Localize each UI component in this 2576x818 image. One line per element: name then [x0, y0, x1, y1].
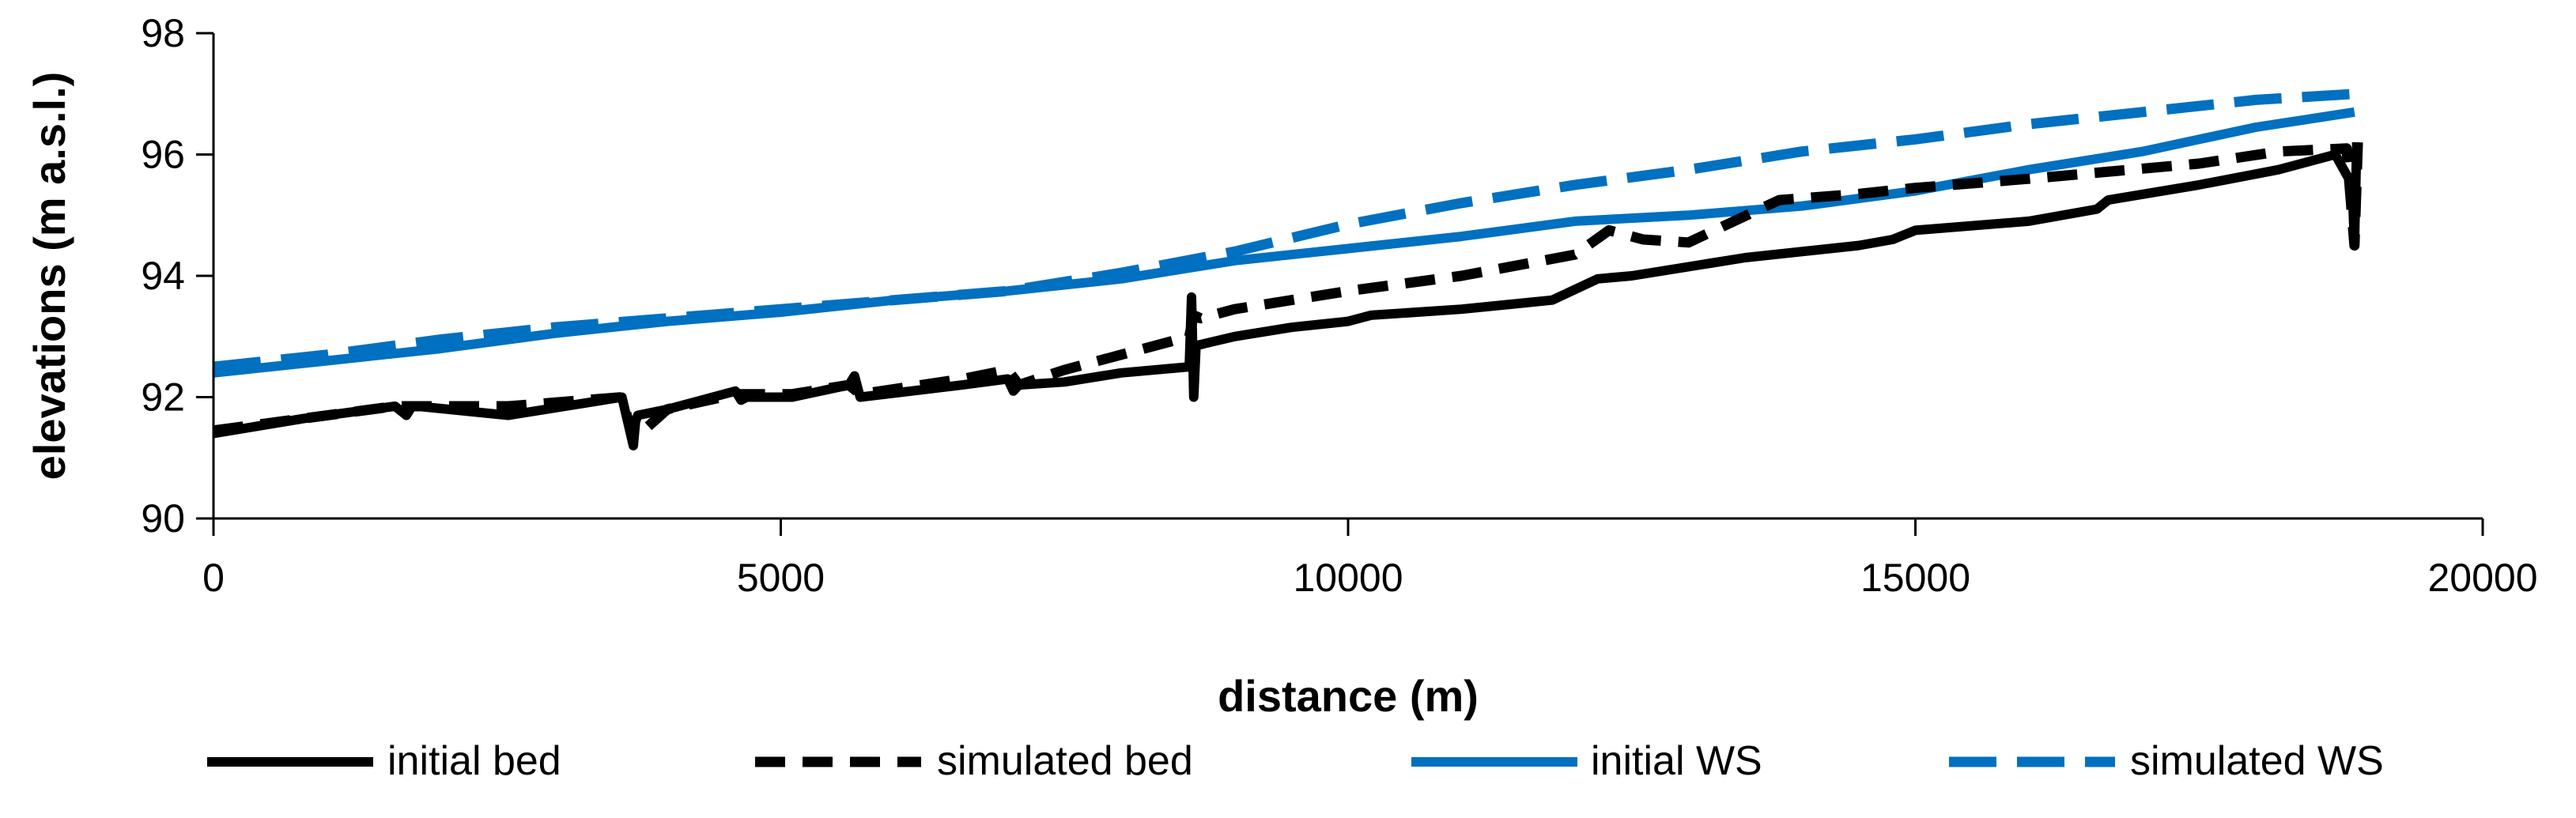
- y-tick-label: 94: [141, 254, 185, 298]
- simulated-ws-line: [213, 89, 2355, 372]
- initial-ws-line: [213, 107, 2355, 378]
- y-axis-title: elevations (m a.s.l.): [25, 72, 74, 481]
- y-tick-label: 92: [141, 375, 185, 420]
- legend-label: simulated WS: [2130, 738, 2384, 784]
- x-tick-label: 20000: [2427, 556, 2537, 600]
- plot-series-group: [213, 89, 2363, 450]
- y-tick-label: 98: [141, 11, 185, 55]
- y-tick-label: 96: [141, 133, 185, 177]
- x-tick-label: 0: [202, 556, 225, 600]
- tick-group: 90 92 94 96 98 0 5000 10000 15000 20000: [141, 11, 2537, 600]
- legend-initial-ws: initial WS: [1411, 738, 1762, 784]
- legend-label: initial bed: [387, 738, 561, 784]
- legend-simulated-ws: simulated WS: [1949, 738, 2384, 784]
- x-axis-title: distance (m): [1218, 671, 1479, 721]
- legend-simulated-bed: simulated bed: [755, 738, 1193, 784]
- legend-initial-bed: initial bed: [207, 738, 561, 784]
- y-tick-label: 90: [141, 496, 185, 541]
- x-tick-label: 15000: [1860, 556, 1970, 600]
- legend-label: simulated bed: [937, 738, 1193, 784]
- legend-label: initial WS: [1591, 738, 1762, 784]
- simulated-bed-line: [213, 141, 2363, 445]
- plot-axes-group: [212, 33, 2483, 520]
- initial-bed-line: [213, 141, 2362, 450]
- x-tick-label: 5000: [737, 556, 825, 600]
- x-tick-label: 10000: [1293, 556, 1403, 600]
- legend: initial bed simulated bed initial WS simula…: [207, 738, 2384, 784]
